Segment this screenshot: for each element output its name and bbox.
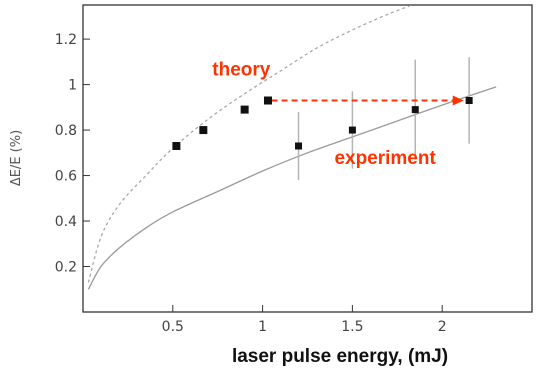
shift-arrow-head (452, 95, 464, 106)
experiment-data-point (411, 106, 419, 114)
theory-curve-group (87, 5, 414, 283)
y-tick-label: 0.8 (55, 123, 77, 139)
arrow-group (271, 95, 464, 106)
experiment-curve-group (87, 86, 497, 290)
x-tick-label: 0.5 (162, 319, 184, 335)
experiment-fit-curve (87, 86, 497, 290)
annotations-group: theory experiment (212, 59, 436, 169)
x-tick-label: 1 (258, 319, 267, 335)
theory-data-point (240, 105, 249, 114)
theory-data-point (199, 126, 208, 135)
theory-data-point (172, 141, 181, 150)
theory-curve (87, 5, 414, 283)
y-tick-label: 1 (68, 78, 77, 94)
y-axis-ticks: 0.2 0.4 0.6 0.8 1 1.2 (55, 32, 90, 276)
experiment-data-point (295, 142, 303, 150)
theory-data-point (263, 96, 272, 105)
experiment-data-point (348, 126, 356, 134)
experiment-data-point (465, 97, 473, 105)
plot-frame (82, 4, 533, 313)
x-axis-title: laser pulse energy, (mJ) (232, 346, 448, 367)
y-axis-title: ΔE/E (%) (9, 130, 24, 186)
y-tick-label: 0.2 (55, 260, 77, 276)
x-tick-label: 1.5 (341, 319, 363, 335)
x-axis-ticks: 0.5 1 1.5 2 (162, 305, 447, 335)
y-tick-label: 0.4 (55, 214, 77, 230)
experiment-label: experiment (334, 148, 436, 169)
x-tick-label: 2 (438, 319, 447, 335)
theory-label: theory (212, 59, 271, 80)
markers-group (172, 96, 473, 150)
plot-frame-group (82, 4, 533, 313)
y-tick-label: 1.2 (55, 32, 77, 48)
y-tick-label: 0.6 (55, 169, 77, 185)
